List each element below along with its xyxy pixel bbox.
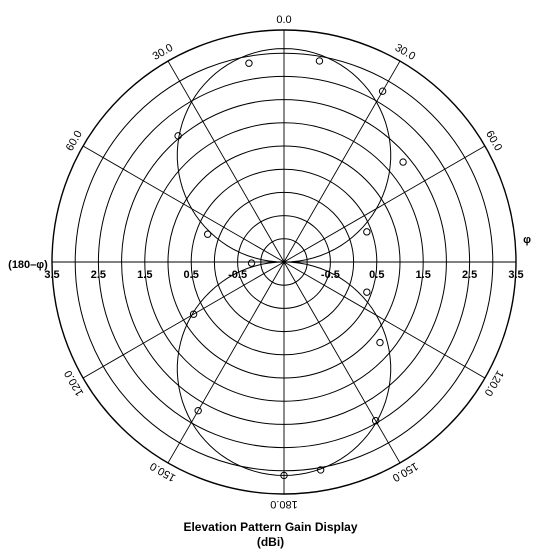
data-marker bbox=[174, 132, 182, 140]
radial-tick-label-right: 0.5 bbox=[369, 269, 384, 281]
data-marker bbox=[378, 87, 387, 95]
radial-tick-label-left: -0.5 bbox=[228, 269, 247, 281]
pattern-curve bbox=[176, 48, 392, 476]
data-marker bbox=[280, 471, 288, 480]
data-marker bbox=[245, 59, 253, 67]
radial-tick-label-right: 3.5 bbox=[508, 269, 523, 281]
angle-tick-label: 0.0 bbox=[276, 14, 291, 26]
radial-tick-label-left: 1.5 bbox=[137, 269, 152, 281]
grid-spoke bbox=[283, 261, 486, 379]
gain-markers bbox=[174, 57, 407, 480]
angle-tick-label: 120.0 bbox=[482, 368, 506, 398]
chart-subtitle: (dBi) bbox=[256, 535, 285, 549]
data-marker bbox=[247, 259, 256, 267]
data-marker bbox=[371, 417, 380, 425]
data-marker bbox=[376, 338, 384, 347]
grid-spoke bbox=[167, 60, 285, 263]
data-marker bbox=[363, 288, 371, 296]
data-marker bbox=[316, 466, 325, 474]
data-marker bbox=[203, 230, 212, 238]
data-marker bbox=[315, 57, 324, 65]
polar-grid-spokes bbox=[52, 30, 516, 494]
chart-title: Elevation Pattern Gain Display bbox=[183, 520, 358, 534]
radial-tick-labels: -0.5 -0.5 0.5 0.5 1.5 1.5 2.5 2.5 3.5 3.5 bbox=[44, 269, 523, 281]
data-marker bbox=[189, 310, 198, 318]
radial-tick-label-left: 3.5 bbox=[44, 269, 59, 281]
data-marker bbox=[399, 158, 407, 166]
grid-spoke bbox=[167, 261, 285, 464]
grid-spoke bbox=[283, 60, 401, 263]
radial-tick-label-right: 2.5 bbox=[462, 269, 477, 281]
grid-spoke bbox=[82, 145, 285, 263]
radial-tick-label-right: 1.5 bbox=[416, 269, 431, 281]
grid-spoke bbox=[82, 261, 285, 379]
right-axis-label: φ bbox=[523, 234, 531, 246]
grid-spoke bbox=[283, 261, 401, 464]
radial-tick-label-left: 2.5 bbox=[91, 269, 106, 281]
data-marker bbox=[363, 228, 371, 236]
angle-tick-label: 180.0 bbox=[270, 498, 298, 510]
radial-tick-label-left: 0.5 bbox=[184, 269, 199, 281]
radial-tick-label-right: -0.5 bbox=[321, 269, 340, 281]
data-marker bbox=[194, 406, 202, 415]
left-axis-label: (180–φ) bbox=[8, 259, 48, 271]
angle-tick-label: 150.0 bbox=[390, 460, 420, 484]
gain-pattern bbox=[176, 48, 392, 476]
angle-tick-label: 120.0 bbox=[62, 368, 86, 398]
angle-tick-label: 150.0 bbox=[148, 460, 178, 484]
grid-spoke bbox=[283, 145, 486, 263]
